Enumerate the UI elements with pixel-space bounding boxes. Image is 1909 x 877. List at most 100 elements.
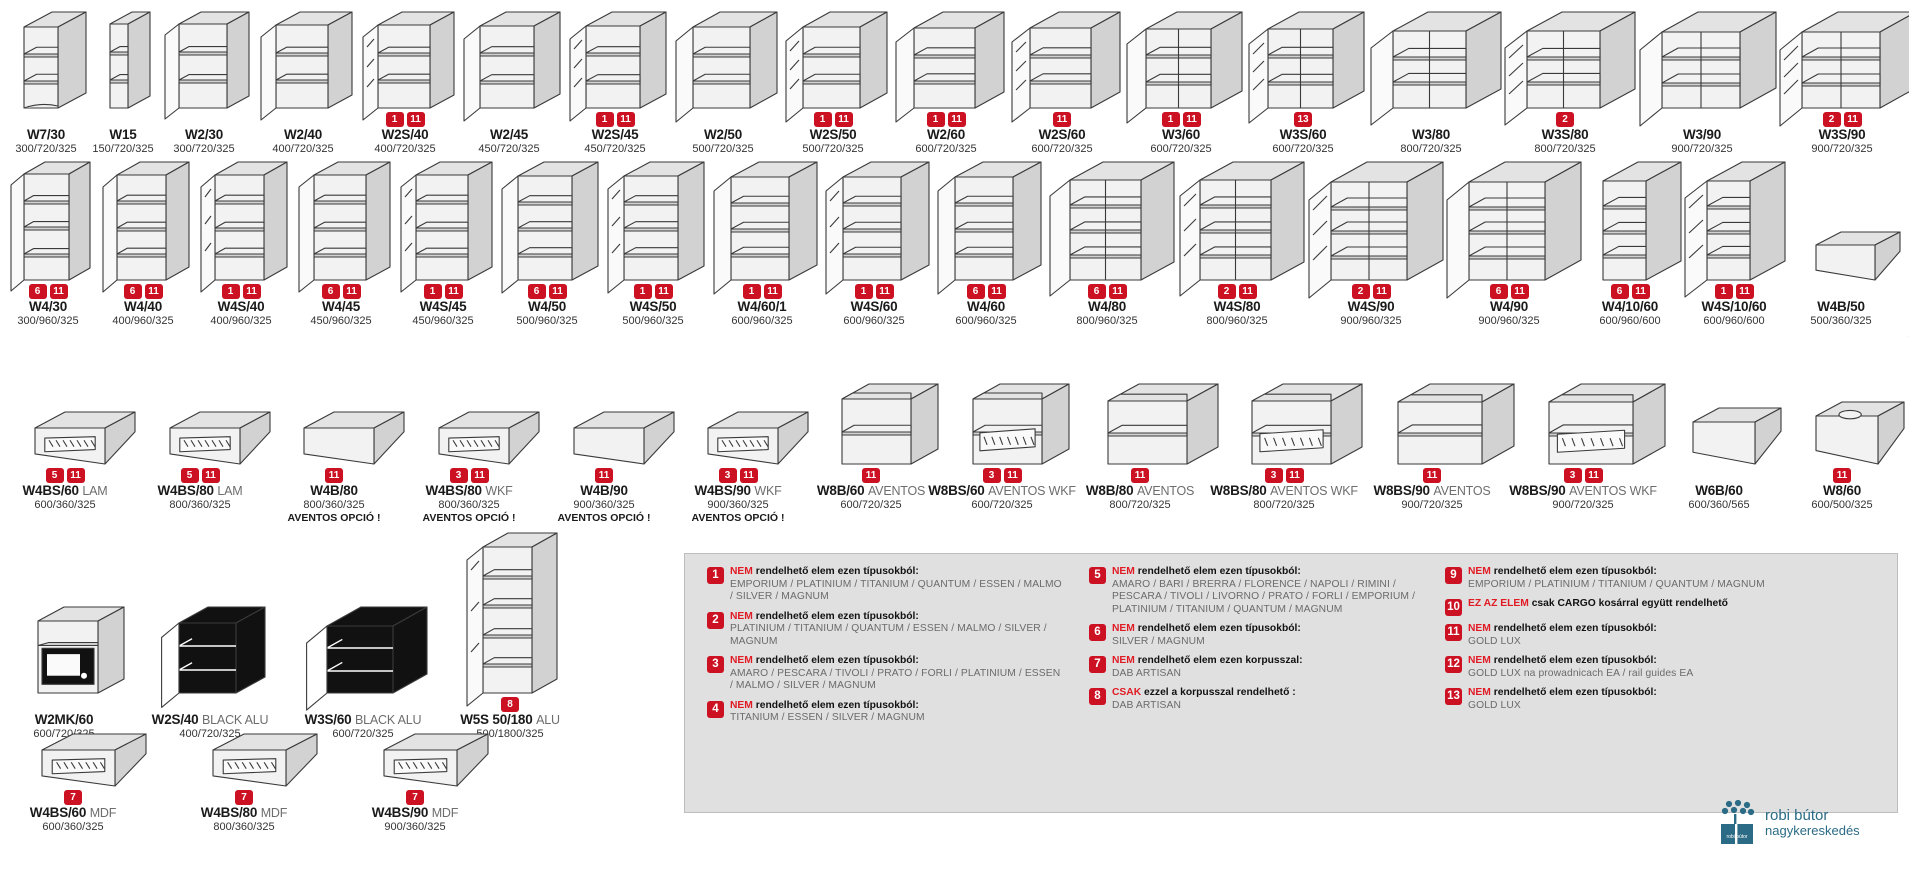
restriction-badge[interactable]: 1	[742, 283, 761, 299]
cabinet-item[interactable]: 1 11 W3/60 600/720/325	[1120, 4, 1243, 156]
cabinet-item[interactable]: 7 W4BS/80 MDF 800/360/325	[179, 722, 318, 834]
cabinet-item[interactable]: 5 11 W4BS/80 LAM 800/360/325	[137, 370, 271, 512]
restriction-badge[interactable]: 11	[470, 467, 489, 483]
cabinet-item[interactable]: W15 150/720/325	[90, 4, 156, 156]
restriction-badge[interactable]: 11	[987, 283, 1006, 299]
restriction-badge[interactable]: 11	[242, 283, 261, 299]
cabinet-item[interactable]: 1 11 W4S/40 400/960/325	[192, 150, 290, 328]
restriction-badge[interactable]: 11	[201, 467, 220, 483]
restriction-badge[interactable]: 1	[423, 283, 442, 299]
cabinet-item[interactable]: W3/90 900/720/325	[1632, 4, 1777, 156]
cabinet-item[interactable]: 6 11 W4/45 450/960/325	[290, 150, 392, 328]
cabinet-item[interactable]: W3/80 800/720/325	[1364, 4, 1502, 156]
restriction-badge[interactable]: 13	[1294, 111, 1312, 127]
restriction-badge[interactable]: 1	[595, 111, 614, 127]
restriction-badge[interactable]: 11	[654, 283, 673, 299]
restriction-badge[interactable]: 1	[1161, 111, 1180, 127]
cabinet-item[interactable]: 11 W4B/90 900/360/325 AVENTOS OPCIÓ !	[541, 370, 675, 524]
restriction-badge[interactable]: 7	[235, 789, 253, 805]
cabinet-item[interactable]: 6 11 W4/40 400/960/325	[94, 150, 192, 328]
cabinet-item[interactable]: 3 11 W4BS/80 WKF 800/360/325 AVENTOS OPCIÓ !	[406, 370, 540, 524]
cabinet-item[interactable]: W6B/60 600/360/565	[1662, 370, 1782, 512]
restriction-badge[interactable]: 1	[926, 111, 945, 127]
cabinet-item[interactable]: 6 11 W4/80 800/960/325	[1042, 150, 1175, 328]
cabinet-item[interactable]: 1 11 W4S/45 450/960/325	[392, 150, 494, 328]
cabinet-item[interactable]: 11 W8B/80 AVENTOS 800/720/325	[1072, 370, 1219, 512]
restriction-badge[interactable]: 11	[739, 467, 758, 483]
cabinet-item[interactable]: 13 W3S/60 600/720/325	[1242, 4, 1365, 156]
cabinet-item[interactable]: 1 11 W2S/40 400/720/325	[354, 4, 456, 156]
cabinet-item[interactable]: 8 W5S 50/180 ALU 500/1800/325	[460, 532, 560, 741]
restriction-badge[interactable]: 11	[1285, 467, 1304, 483]
restriction-badge[interactable]: 6	[1489, 283, 1508, 299]
restriction-badge[interactable]: 3	[1563, 467, 1582, 483]
restriction-badge[interactable]: 2	[1351, 283, 1370, 299]
cabinet-item[interactable]: 11 W8B/60 AVENTOS 600/720/325	[810, 370, 939, 512]
restriction-badge[interactable]: 11	[616, 111, 635, 127]
cabinet-item[interactable]: W7/30 300/720/325	[2, 4, 90, 156]
restriction-badge[interactable]: 11	[1735, 283, 1754, 299]
restriction-badge[interactable]: 2	[1556, 111, 1574, 127]
restriction-badge[interactable]: 2	[1822, 111, 1841, 127]
restriction-badge[interactable]: 1	[1714, 283, 1733, 299]
restriction-badge[interactable]: 11	[1833, 467, 1851, 483]
restriction-badge[interactable]: 11	[595, 467, 613, 483]
cabinet-item[interactable]: 2 11 W3S/90 900/720/325	[1772, 4, 1909, 156]
restriction-badge[interactable]: 6	[1087, 283, 1106, 299]
restriction-badge[interactable]: 6	[527, 283, 546, 299]
restriction-badge[interactable]: 1	[813, 111, 832, 127]
restriction-badge[interactable]: 7	[64, 789, 82, 805]
restriction-badge[interactable]: 1	[854, 283, 873, 299]
restriction-badge[interactable]: 2	[1217, 283, 1236, 299]
cabinet-item[interactable]: 6 11 W4/60 600/960/325	[930, 150, 1042, 328]
restriction-badge[interactable]: 11	[1131, 467, 1149, 483]
restriction-badge[interactable]: 3	[1264, 467, 1283, 483]
restriction-badge[interactable]: 11	[144, 283, 163, 299]
cabinet-item[interactable]: 1 11 W2/60 600/720/325	[888, 4, 1005, 156]
restriction-badge[interactable]: 11	[1372, 283, 1391, 299]
restriction-badge[interactable]: 5	[180, 467, 199, 483]
cabinet-item[interactable]: W2/40 400/720/325	[252, 4, 354, 156]
restriction-badge[interactable]: 3	[449, 467, 468, 483]
restriction-badge[interactable]: 8	[501, 696, 519, 712]
restriction-badge[interactable]: 11	[1003, 467, 1022, 483]
restriction-badge[interactable]: 11	[875, 283, 894, 299]
cabinet-item[interactable]: 6 11 W4/90 900/960/325	[1440, 150, 1582, 328]
restriction-badge[interactable]: 11	[1053, 111, 1071, 127]
cabinet-item[interactable]: 1 11 W2S/50 500/720/325	[778, 4, 888, 156]
restriction-badge[interactable]: 3	[982, 467, 1001, 483]
cabinet-item[interactable]: W2MK/60 600/720/325	[8, 545, 125, 741]
cabinet-item[interactable]: 5 11 W4BS/60 LAM 600/360/325	[2, 370, 136, 512]
restriction-badge[interactable]: 11	[49, 283, 68, 299]
cabinet-item[interactable]: 11 W4B/80 800/360/325 AVENTOS OPCIÓ !	[271, 370, 405, 524]
restriction-badge[interactable]: 11	[1423, 467, 1441, 483]
restriction-badge[interactable]: 7	[406, 789, 424, 805]
restriction-badge[interactable]: 5	[45, 467, 64, 483]
restriction-badge[interactable]: 11	[1238, 283, 1257, 299]
restriction-badge[interactable]: 11	[66, 467, 85, 483]
cabinet-item[interactable]: 11 W2S/60 600/720/325	[1004, 4, 1121, 156]
cabinet-item[interactable]: 1 11 W4S/60 600/960/325	[818, 150, 930, 328]
restriction-badge[interactable]: 1	[633, 283, 652, 299]
restriction-badge[interactable]: 11	[1843, 111, 1862, 127]
restriction-badge[interactable]: 11	[763, 283, 782, 299]
restriction-badge[interactable]: 11	[444, 283, 463, 299]
cabinet-item[interactable]: 3 11 W8BS/90 AVENTOS WKF 900/720/325	[1509, 370, 1666, 512]
cabinet-item[interactable]: 11 W8/60 600/500/325	[1785, 370, 1905, 512]
cabinet-item[interactable]: 6 11 W4/10/60 600/960/600	[1578, 150, 1682, 328]
cabinet-item[interactable]: 3 11 W4BS/90 WKF 900/360/325 AVENTOS OPCIÓ !	[675, 370, 809, 524]
cabinet-item[interactable]: 2 11 W4S/90 900/960/325	[1302, 150, 1444, 328]
cabinet-item[interactable]: W4B/50 500/360/325	[1786, 150, 1901, 328]
cabinet-item[interactable]: 2 11 W4S/80 800/960/325	[1172, 150, 1305, 328]
restriction-badge[interactable]: 11	[834, 111, 853, 127]
restriction-badge[interactable]: 6	[1610, 283, 1629, 299]
cabinet-item[interactable]: W3S/60 BLACK ALU 600/720/325	[300, 545, 428, 741]
restriction-badge[interactable]: 6	[966, 283, 985, 299]
restriction-badge[interactable]: 11	[325, 467, 343, 483]
restriction-badge[interactable]: 11	[862, 467, 880, 483]
restriction-badge[interactable]: 6	[28, 283, 47, 299]
restriction-badge[interactable]: 1	[221, 283, 240, 299]
restriction-badge[interactable]: 6	[123, 283, 142, 299]
cabinet-item[interactable]: 11 W8BS/90 AVENTOS 900/720/325	[1361, 370, 1515, 512]
